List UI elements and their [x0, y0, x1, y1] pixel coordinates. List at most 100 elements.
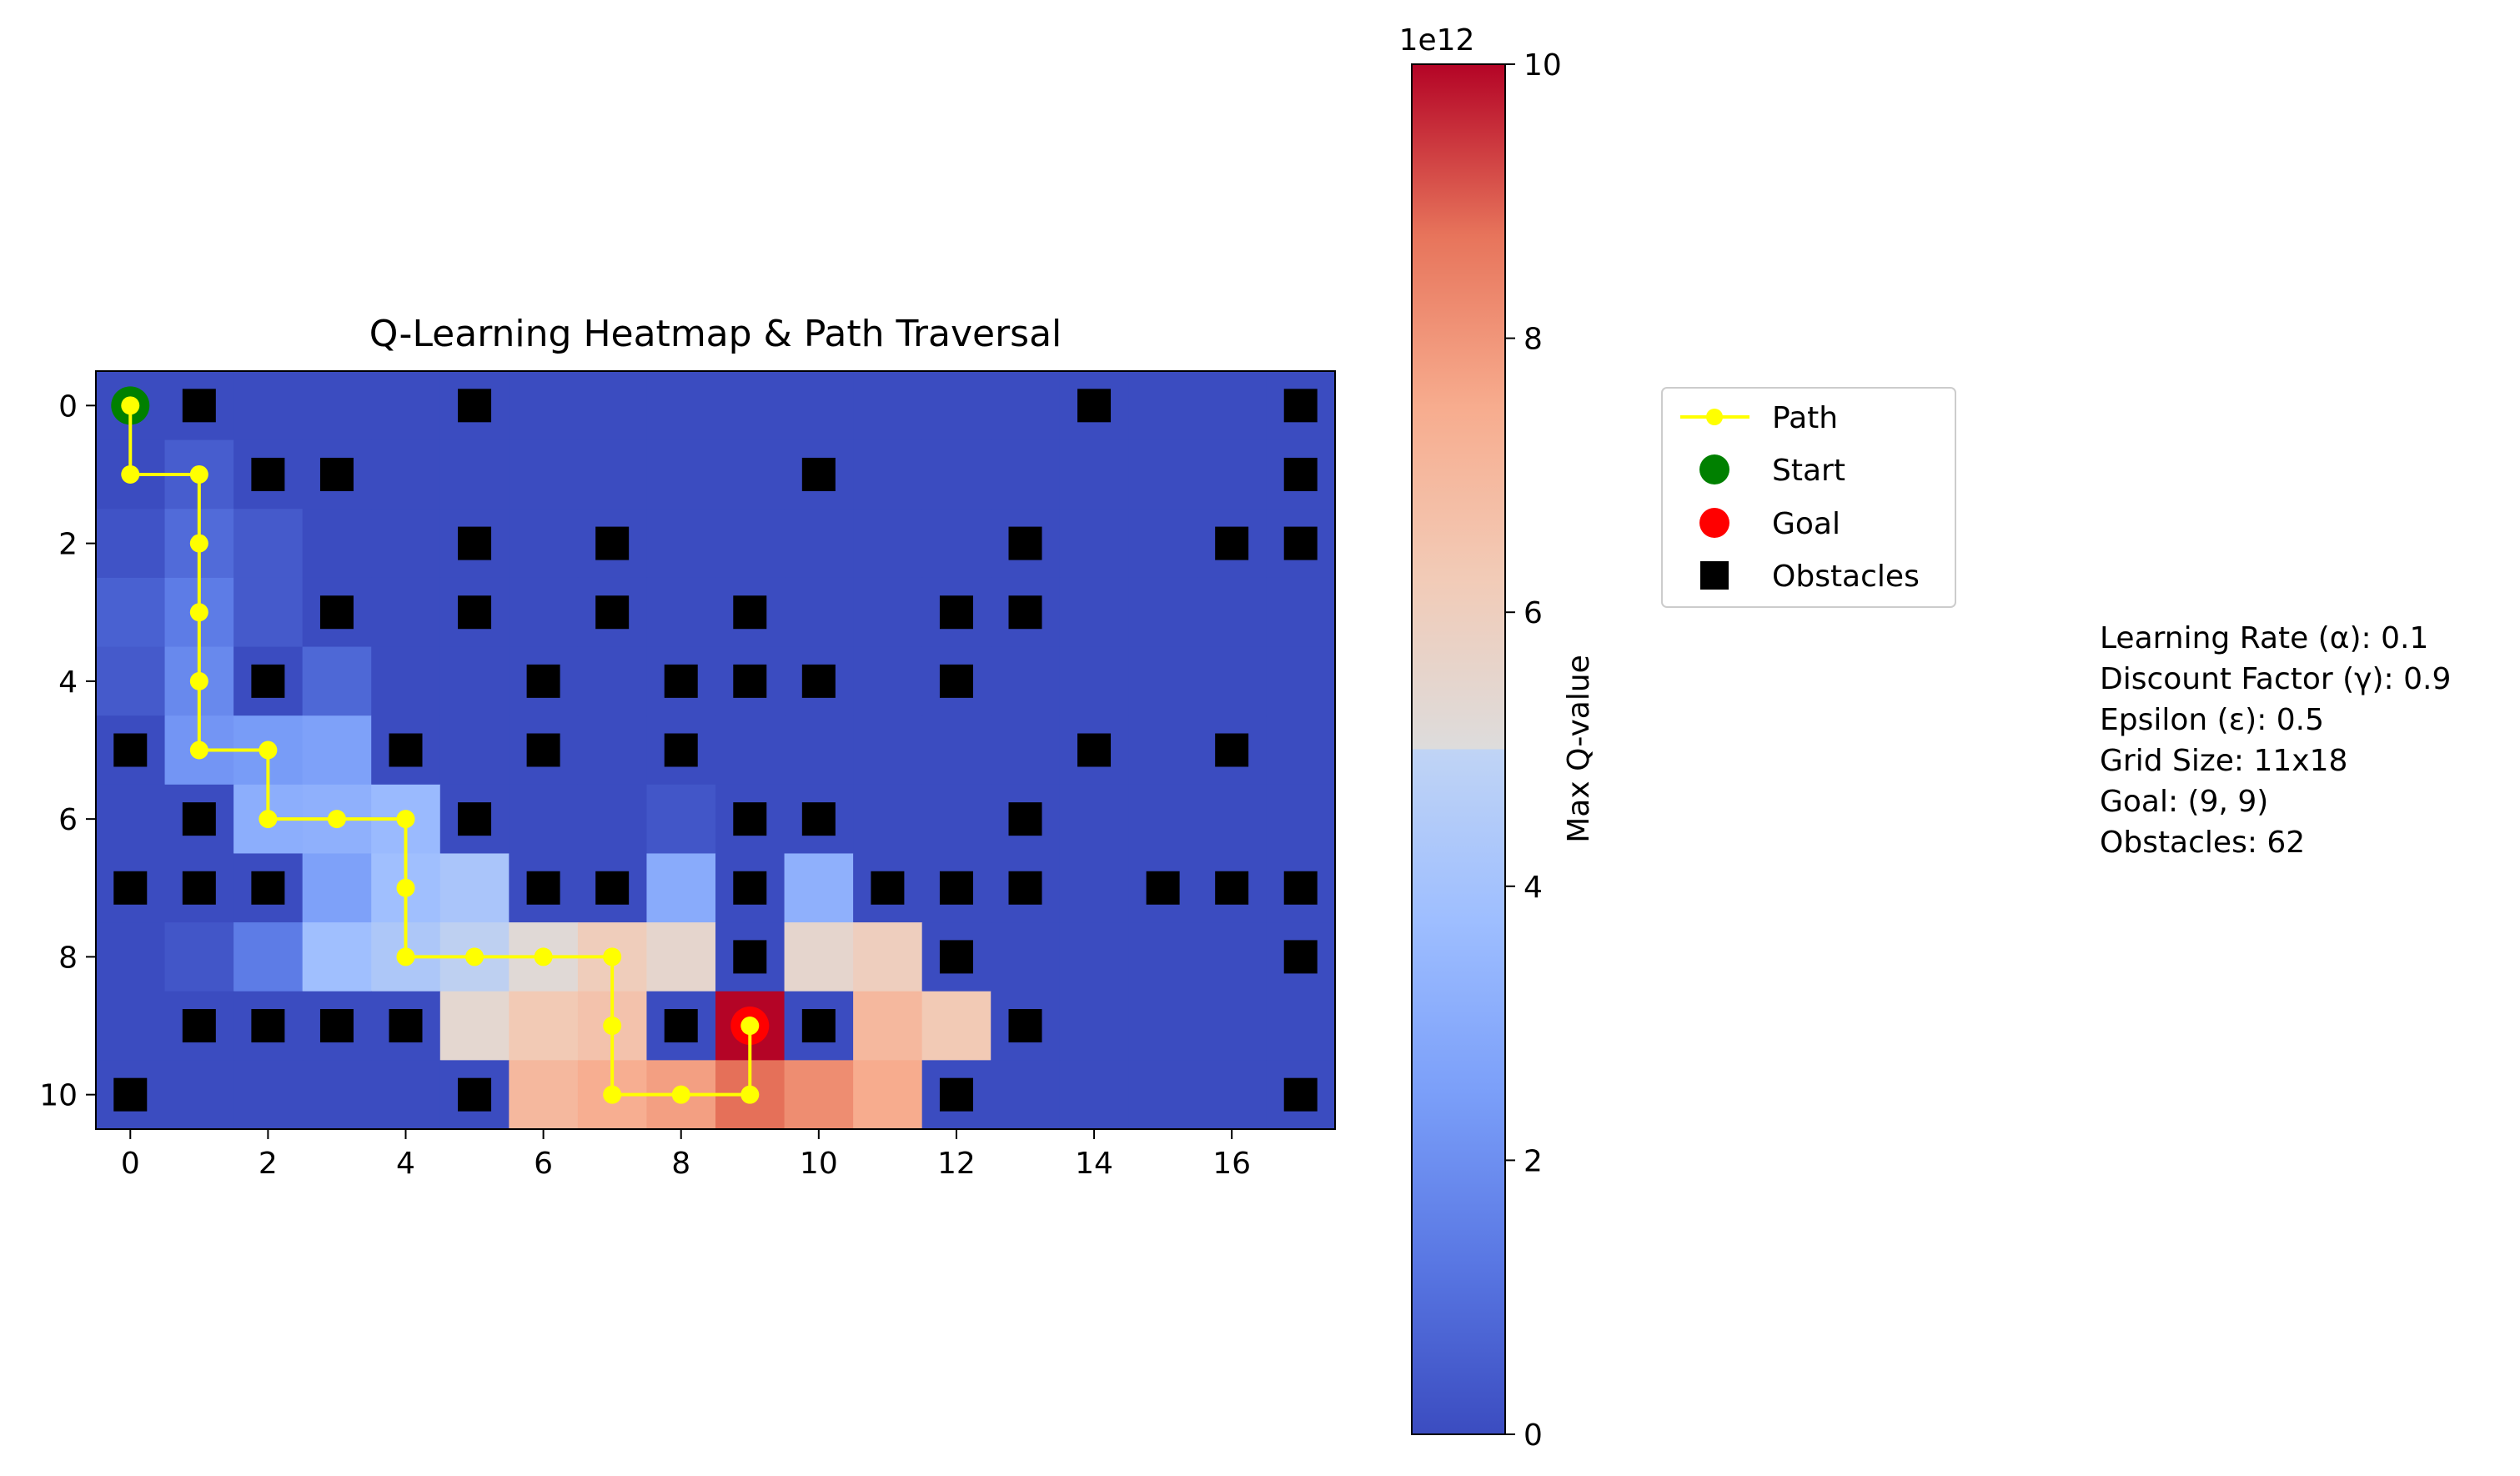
- obstacle-marker: [182, 802, 216, 836]
- obstacle-marker: [801, 457, 836, 491]
- heatmap-cell: [1197, 577, 1268, 648]
- path-point: [189, 671, 208, 690]
- heatmap-cell: [233, 922, 304, 992]
- x-tick-label: 16: [1212, 1147, 1251, 1181]
- heatmap-cell: [96, 646, 166, 716]
- heatmap-cell: [784, 509, 854, 579]
- heatmap-cell: [509, 991, 579, 1061]
- obstacle-marker: [1283, 940, 1318, 974]
- path-point: [603, 1085, 622, 1104]
- obstacle-marker: [664, 733, 698, 767]
- colorbar-tick-label: 6: [1524, 596, 1543, 630]
- heatmap-cell: [577, 371, 648, 441]
- y-tick-label: 8: [58, 941, 78, 975]
- heatmap-cell: [371, 577, 441, 648]
- heatmap-cell: [715, 371, 786, 441]
- heatmap-cell: [577, 439, 648, 510]
- colorbar-gradient: [1411, 63, 1506, 1435]
- heatmap-cell: [1128, 1060, 1198, 1129]
- heatmap-cell: [302, 715, 372, 786]
- heatmap-cell: [1266, 646, 1335, 716]
- obstacle-marker: [595, 871, 630, 905]
- obstacle-markers: [113, 389, 1318, 1112]
- obstacle-marker: [458, 526, 492, 560]
- obstacle-marker: [526, 733, 560, 767]
- heatmap-cell: [853, 1060, 923, 1129]
- heatmap-cell: [164, 922, 234, 992]
- obstacle-marker: [871, 871, 905, 905]
- heatmap-cell: [439, 439, 510, 510]
- heatmap-cell: [853, 784, 923, 855]
- y-axis-ticks: 0 2 4 6 8 10: [39, 389, 96, 1113]
- heatmap-cell: [439, 991, 510, 1061]
- info-goal: Goal: (9, 9): [2100, 785, 2268, 819]
- heatmap-cell: [302, 853, 372, 923]
- info-discount-factor: Discount Factor (γ): 0.9: [2100, 662, 2451, 696]
- obstacle-marker: [182, 1009, 216, 1043]
- legend-goal-label: Goal: [1772, 507, 1840, 541]
- obstacle-marker: [939, 664, 973, 698]
- heatmap-cell: [1059, 646, 1129, 716]
- legend-start-marker: [1699, 454, 1729, 484]
- legend-entry-start: Start: [1699, 454, 1845, 488]
- heatmap-cell: [233, 509, 304, 579]
- obstacle-marker: [1008, 871, 1042, 905]
- path-point: [671, 1085, 690, 1104]
- heatmap-cell: [646, 439, 716, 510]
- path-point: [740, 1017, 760, 1036]
- heatmap-cell: [302, 371, 372, 441]
- heatmap-cell: [1128, 371, 1198, 441]
- obstacle-marker: [1008, 595, 1042, 630]
- path-point: [603, 1017, 622, 1036]
- heatmap-cell: [509, 1060, 579, 1129]
- heatmap-cell: [853, 371, 923, 441]
- heatmap-cell: [371, 646, 441, 716]
- colorbar: 1e12 0 2 4 6 8 10 Max Q-value: [1399, 23, 1596, 1453]
- heatmap-cell: [853, 646, 923, 716]
- heatmap-cell: [1197, 371, 1268, 441]
- obstacle-marker: [939, 871, 973, 905]
- path-point: [396, 878, 415, 897]
- obstacle-marker: [458, 802, 492, 836]
- obstacle-marker: [1215, 526, 1249, 560]
- x-axis-ticks: 0 2 4 6 8 10 12 14 16: [121, 1129, 1251, 1181]
- legend-box: [1661, 387, 1956, 608]
- obstacle-marker: [801, 664, 836, 698]
- heatmap-cell: [96, 922, 166, 992]
- obstacle-marker: [801, 802, 836, 836]
- heatmap-cell: [371, 439, 441, 510]
- heatmap-cell: [853, 991, 923, 1061]
- path-point: [534, 947, 553, 966]
- obstacle-marker: [526, 664, 560, 698]
- heatmap-cell: [302, 509, 372, 579]
- obstacle-marker: [1008, 526, 1042, 560]
- heatmap-cell: [784, 922, 854, 992]
- colorbar-label: Max Q-value: [1562, 655, 1596, 843]
- path-point: [396, 947, 415, 966]
- obstacle-marker: [1283, 871, 1318, 905]
- x-tick-label: 4: [396, 1147, 415, 1181]
- heatmap-cell: [1128, 991, 1198, 1061]
- heatmap-cell: [509, 439, 579, 510]
- path-point: [259, 741, 278, 760]
- axes-frame: [95, 370, 1336, 1130]
- heatmap-cell: [1128, 577, 1198, 648]
- obstacle-marker: [1077, 389, 1112, 423]
- heatmap-cell: [439, 715, 510, 786]
- heatmap-cell: [1266, 991, 1335, 1061]
- heatmap-cell: [991, 371, 1061, 441]
- heatmap-cell: [853, 509, 923, 579]
- heatmap-cell: [1059, 922, 1129, 992]
- heatmap-cell: [715, 715, 786, 786]
- obstacle-marker: [319, 1009, 354, 1043]
- legend: Path Start Goal Obstacles: [1661, 387, 1956, 608]
- obstacle-marker: [733, 940, 767, 974]
- legend-entry-path: Path: [1680, 401, 1838, 435]
- obstacle-marker: [251, 1009, 285, 1043]
- path-point: [121, 464, 140, 484]
- obstacle-marker: [939, 940, 973, 974]
- path-line: [111, 386, 770, 1104]
- colorbar-ticks: 0 2 4 6 8 10: [1505, 48, 1562, 1453]
- heatmap-cell: [646, 853, 716, 923]
- y-tick-label: 2: [58, 528, 78, 562]
